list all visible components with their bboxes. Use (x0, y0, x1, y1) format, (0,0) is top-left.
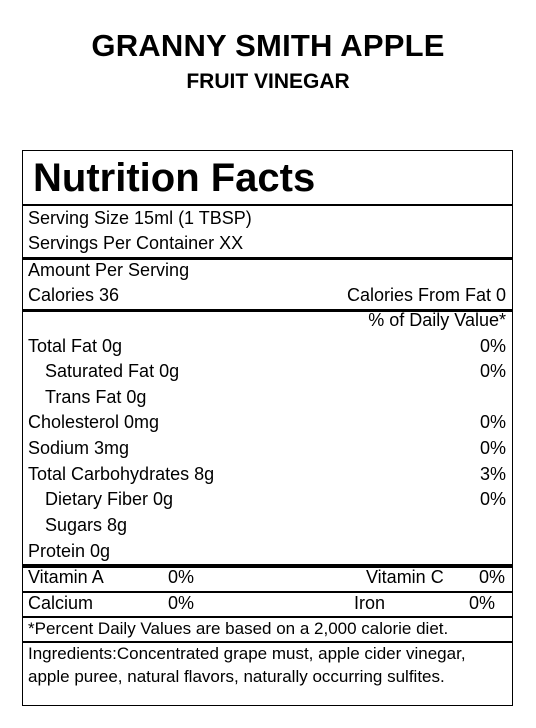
calories: Calories 36 (28, 285, 120, 305)
divider (23, 616, 512, 618)
serving-size: Serving Size 15ml (1 TBSP) (28, 208, 252, 228)
vitamin-a-label: Vitamin A (28, 567, 104, 587)
daily-value-header-row: % of Daily Value* (28, 308, 506, 333)
divider (23, 591, 512, 593)
nutrient-name: Protein 0g (28, 541, 111, 561)
nutrient-name: Total Carbohydrates 8g (28, 464, 215, 484)
nutrient-row: Dietary Fiber 0g 0% (45, 487, 506, 512)
servings-per-container: Servings Per Container XX (28, 233, 244, 253)
daily-value-header: % of Daily Value* (368, 310, 506, 330)
calories-row: Calories 36 Calories From Fat 0 (28, 283, 506, 308)
nutrient-row: Cholesterol 0mg 0% (28, 410, 506, 435)
calcium-dv: 0% (168, 593, 195, 613)
nutrient-row: Sugars 8g (45, 513, 506, 538)
vitamin-c-label: Vitamin C (366, 567, 444, 587)
nutrient-row: Sodium 3mg 0% (28, 436, 506, 461)
nutrient-dv: 0% (479, 438, 506, 458)
nutrient-dv: 0% (479, 412, 506, 432)
nutrient-dv: 0% (479, 361, 506, 381)
divider (23, 204, 512, 206)
nutrient-dv: 3% (479, 464, 506, 484)
nutrient-dv: 0% (479, 489, 506, 509)
nutrient-name: Saturated Fat 0g (45, 361, 180, 381)
vitamin-c-dv: 0% (479, 567, 506, 587)
iron-dv: 0% (469, 593, 496, 613)
vitamin-a-dv: 0% (168, 567, 195, 587)
ingredients-line-1: Ingredients:Concentrated grape must, app… (28, 644, 466, 663)
divider (23, 257, 512, 260)
nutrient-row: Saturated Fat 0g 0% (45, 359, 506, 384)
calcium-label: Calcium (28, 593, 94, 613)
product-type: FRUIT VINEGAR (186, 70, 350, 93)
nutrient-row: Total Carbohydrates 8g 3% (28, 462, 506, 487)
nutrient-name: Trans Fat 0g (45, 387, 147, 407)
daily-value-footnote: *Percent Daily Values are based on a 2,0… (28, 619, 449, 638)
nutrient-name: Total Fat 0g (28, 336, 123, 356)
iron-label: Iron (354, 593, 386, 613)
divider (23, 309, 512, 312)
nutrition-facts-heading: Nutrition Facts (33, 156, 316, 200)
amount-per-serving: Amount Per Serving (28, 260, 190, 280)
divider (23, 564, 512, 568)
nutrient-dv: 0% (479, 336, 506, 356)
nutrient-name: Sodium 3mg (28, 438, 130, 458)
ingredients-line-2: apple puree, natural flavors, naturally … (28, 667, 445, 686)
nutrient-row: Protein 0g (28, 539, 506, 564)
nutrient-row: Total Fat 0g 0% (28, 334, 506, 359)
nutrition-facts-panel: Nutrition Facts Serving Size 15ml (1 TBS… (22, 150, 513, 706)
product-name: GRANNY SMITH APPLE (91, 28, 445, 63)
amount-per-serving-row: Amount Per Serving (28, 258, 506, 283)
nutrient-name: Cholesterol 0mg (28, 412, 160, 432)
servings-per-container-row: Servings Per Container XX (28, 231, 506, 256)
serving-size-row: Serving Size 15ml (1 TBSP) (28, 206, 506, 231)
nutrient-name: Sugars 8g (45, 515, 128, 535)
nutrient-row: Trans Fat 0g (45, 385, 506, 410)
calories-from-fat: Calories From Fat 0 (346, 285, 506, 305)
divider (23, 641, 512, 643)
nutrient-name: Dietary Fiber 0g (45, 489, 174, 509)
